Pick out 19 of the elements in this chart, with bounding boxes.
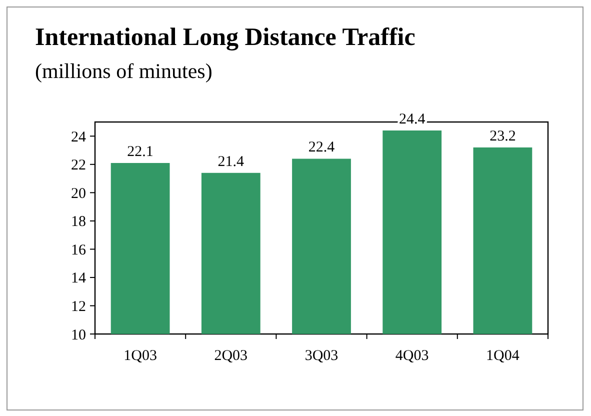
y-tick-label: 14 [71,270,86,287]
y-tick-label: 12 [71,298,86,315]
y-tick-label: 24 [71,129,86,146]
data-label: 23.2 [490,128,516,144]
y-tick-label: 20 [71,186,86,202]
y-tick-label: 18 [71,214,86,230]
y-tick-label: 22 [71,158,86,174]
x-tick-label: 3Q03 [304,348,338,364]
data-label: 22.1 [127,144,154,160]
x-tick-label: 2Q03 [214,348,248,364]
y-tick-label: 16 [71,242,86,258]
chart-title: International Long Distance Traffic [35,24,416,51]
y-tick-label: 10 [71,327,86,344]
data-label: 21.4 [218,154,245,170]
x-tick-label: 1Q04 [486,348,520,364]
chart-subtitle: (millions of minutes) [35,59,212,83]
x-tick-label: 4Q03 [395,348,429,364]
data-label: 22.4 [308,140,336,156]
x-tick-label: 1Q03 [124,348,157,364]
